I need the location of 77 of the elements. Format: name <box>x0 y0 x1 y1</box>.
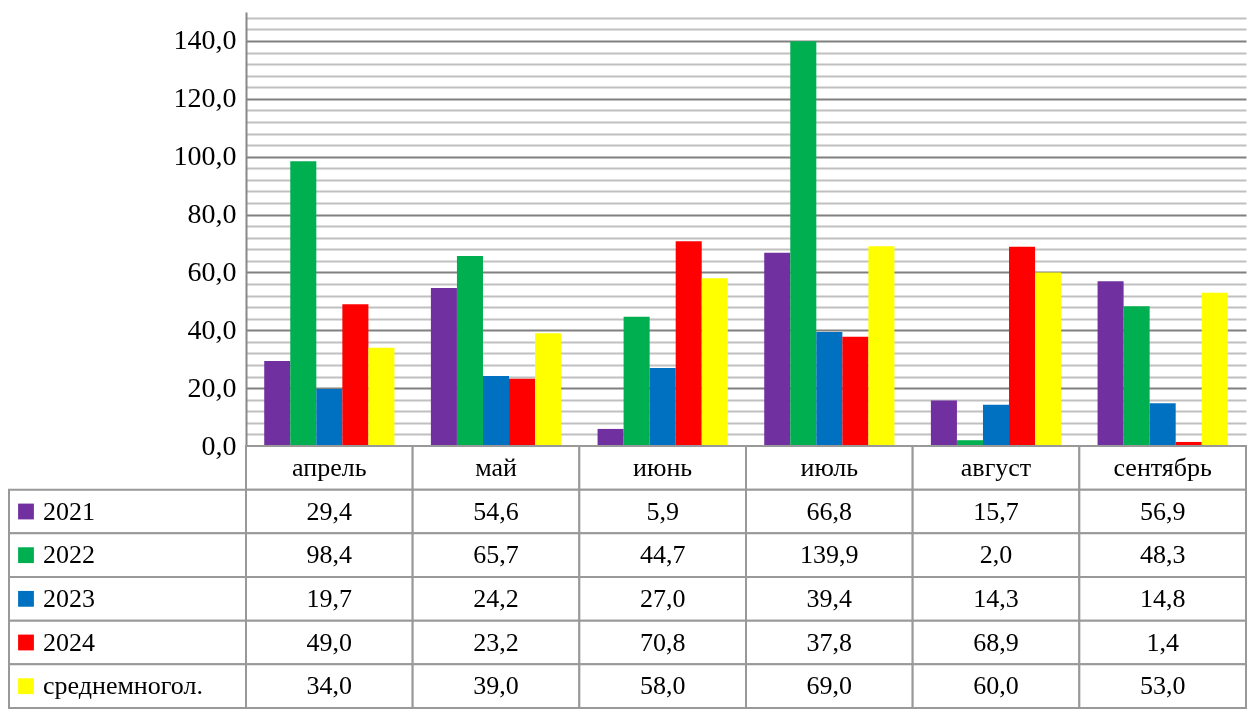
bar <box>1097 281 1124 446</box>
bar <box>816 332 843 446</box>
bar <box>597 428 624 446</box>
bar <box>649 367 676 446</box>
bar <box>1149 403 1176 446</box>
legend-label: 2022 <box>43 540 95 570</box>
bar <box>509 378 536 446</box>
x-tick-label: май <box>475 452 517 482</box>
data-label: 58,0 <box>639 671 686 701</box>
bar <box>290 161 317 446</box>
x-tick-label: апрель <box>292 452 367 482</box>
legend-label: 2021 <box>43 496 95 526</box>
bar <box>456 255 483 446</box>
bar <box>982 404 1010 446</box>
bar <box>842 336 869 446</box>
y-tick-label: 100,0 <box>173 140 237 172</box>
data-label: 39,4 <box>806 583 853 613</box>
legend-label: среднемногол. <box>43 671 203 701</box>
data-label: 2,0 <box>979 540 1013 570</box>
y-tick-label: 60,0 <box>187 255 237 287</box>
data-label: 48,3 <box>1139 540 1186 570</box>
data-label: 60,0 <box>973 671 1019 701</box>
data-label: 14,3 <box>973 583 1019 613</box>
data-label: 68,9 <box>973 627 1019 657</box>
y-tick-label: 140,0 <box>173 24 237 56</box>
data-label: 14,8 <box>1139 583 1186 613</box>
data-label: 98,4 <box>306 540 353 570</box>
y-tick-label: 40,0 <box>187 313 237 345</box>
y-tick-label: 120,0 <box>173 82 237 114</box>
bar <box>764 252 791 446</box>
data-label: 29,4 <box>306 496 353 526</box>
data-label: 66,8 <box>806 496 853 526</box>
data-label: 27,0 <box>639 583 686 613</box>
bar <box>482 375 510 446</box>
bar <box>623 316 650 446</box>
bar <box>430 288 457 446</box>
y-tick-label: 20,0 <box>187 371 237 403</box>
data-label: 5,9 <box>646 496 679 526</box>
data-label: 139,9 <box>800 540 859 570</box>
bar <box>535 333 562 446</box>
data-label: 70,8 <box>639 627 686 657</box>
data-label: 53,0 <box>1139 671 1186 701</box>
data-label: 24,2 <box>473 583 519 613</box>
bar <box>675 241 702 446</box>
y-tick-label: 80,0 <box>187 198 237 230</box>
legend-label: 2024 <box>43 627 95 657</box>
bar <box>342 304 369 446</box>
data-label: 54,6 <box>473 496 519 526</box>
bar <box>316 389 343 446</box>
data-label: 69,0 <box>806 671 853 701</box>
bar <box>701 278 728 446</box>
bar <box>868 246 895 446</box>
bar <box>264 360 291 446</box>
data-label: 56,9 <box>1139 496 1186 526</box>
bar <box>930 400 957 446</box>
bar <box>368 347 395 446</box>
data-label: 15,7 <box>973 496 1019 526</box>
data-label: 44,7 <box>639 540 686 570</box>
x-tick-label: сентябрь <box>1113 452 1212 482</box>
data-label: 34,0 <box>306 671 353 701</box>
data-label: 23,2 <box>473 627 519 657</box>
data-label: 1,4 <box>1146 627 1179 657</box>
data-label: 39,0 <box>473 671 519 701</box>
bar <box>1009 246 1036 446</box>
bar <box>1201 292 1228 446</box>
data-label: 19,7 <box>306 583 353 613</box>
x-tick-label: август <box>960 452 1032 482</box>
bar <box>1123 306 1150 446</box>
x-tick-label: июнь <box>633 452 693 482</box>
bar <box>1035 272 1062 446</box>
data-label: 49,0 <box>306 627 353 657</box>
bar <box>790 41 817 446</box>
data-label: 37,8 <box>806 627 853 657</box>
data-label: 65,7 <box>473 540 519 570</box>
x-tick-label: июль <box>800 452 859 482</box>
y-tick-label: 0,0 <box>201 429 237 461</box>
legend-label: 2023 <box>43 583 95 613</box>
